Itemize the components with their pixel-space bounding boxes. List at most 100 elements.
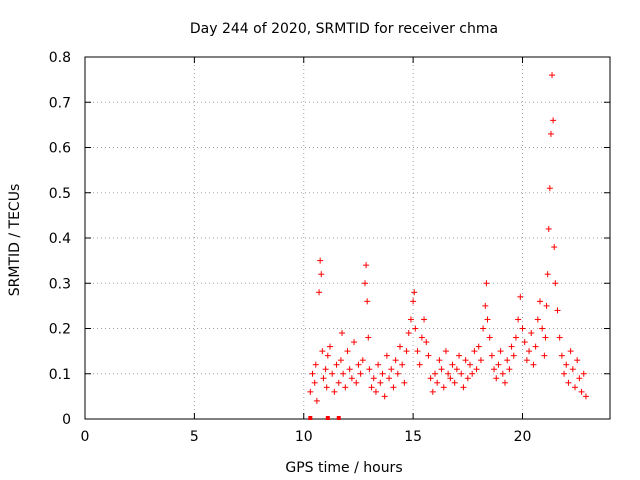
data-point — [323, 384, 330, 391]
data-point — [497, 348, 504, 355]
data-point — [502, 379, 508, 386]
data-point — [578, 388, 585, 395]
data-point — [401, 379, 408, 386]
data-point — [482, 302, 489, 309]
axis-mark — [336, 416, 341, 420]
data-point — [569, 366, 576, 373]
data-point — [572, 384, 578, 391]
data-point — [464, 375, 471, 382]
data-point — [425, 352, 432, 359]
data-point — [440, 384, 447, 391]
data-point — [362, 280, 368, 287]
y-tick-label: 0.2 — [49, 322, 71, 338]
data-point — [403, 348, 410, 355]
data-point — [510, 352, 517, 359]
data-point — [339, 330, 346, 337]
y-tick-label: 0.6 — [49, 141, 71, 157]
data-point — [561, 370, 568, 377]
data-point — [537, 298, 543, 305]
data-point — [313, 397, 320, 404]
data-point — [515, 316, 522, 323]
data-point — [530, 361, 537, 368]
data-point — [491, 366, 498, 373]
data-point — [542, 334, 549, 341]
data-point — [365, 334, 372, 341]
data-point — [460, 384, 467, 391]
x-tick-label: 15 — [404, 429, 422, 445]
x-axis-label: GPS time / hours — [285, 460, 402, 476]
data-point — [407, 316, 414, 323]
data-point — [467, 361, 473, 368]
data-point — [410, 298, 417, 305]
data-point — [427, 375, 434, 382]
data-point — [436, 357, 443, 364]
data-point — [512, 334, 519, 341]
data-point — [309, 370, 316, 377]
data-point — [462, 357, 469, 364]
data-point — [405, 330, 412, 337]
data-point — [473, 366, 480, 373]
x-axis-ticks: 0 5 10 15 20 — [81, 57, 532, 445]
data-point — [368, 384, 375, 391]
data-point — [399, 361, 406, 368]
x-tick-label: 0 — [81, 429, 90, 445]
data-point — [554, 307, 561, 314]
data-point — [521, 339, 528, 346]
data-point — [331, 388, 338, 395]
data-point — [528, 330, 535, 337]
y-tick-label: 0.3 — [49, 276, 71, 292]
data-point — [558, 352, 565, 359]
y-axis-ticks: 0 0.1 0.2 0.3 0.4 0.5 0.6 0.7 0.8 — [49, 50, 610, 428]
x-tick-label: 10 — [295, 429, 313, 445]
data-point — [357, 370, 364, 377]
data-point — [416, 361, 423, 368]
data-point — [565, 379, 572, 386]
data-point — [375, 361, 382, 368]
data-point — [312, 361, 319, 368]
data-point — [477, 357, 484, 364]
data-point — [377, 379, 384, 386]
data-point — [383, 352, 390, 359]
data-point — [532, 343, 539, 350]
data-point — [506, 366, 513, 373]
data-point — [363, 262, 370, 269]
data-point — [576, 375, 583, 382]
data-point — [519, 325, 526, 332]
data-point — [547, 130, 554, 137]
data-point — [556, 334, 563, 341]
data-point — [388, 366, 395, 373]
data-point — [582, 393, 589, 400]
y-tick-label: 0.7 — [49, 95, 71, 111]
data-point — [546, 185, 553, 192]
data-point — [442, 348, 449, 355]
data-point — [392, 357, 399, 364]
data-point — [337, 357, 344, 364]
data-point — [549, 72, 556, 79]
data-point — [453, 366, 460, 373]
data-point — [480, 325, 487, 332]
data-point — [418, 334, 425, 341]
data-point — [319, 348, 326, 355]
data-point — [364, 298, 371, 305]
data-point — [381, 393, 388, 400]
data-point — [390, 384, 397, 391]
data-point — [379, 370, 386, 377]
data-point — [311, 379, 318, 386]
data-point — [333, 361, 340, 368]
data-point — [317, 257, 324, 264]
data-point — [324, 352, 331, 359]
data-point — [423, 339, 430, 346]
y-tick-label: 0.1 — [49, 367, 71, 383]
data-point — [327, 343, 333, 350]
data-point — [543, 302, 550, 309]
data-point — [471, 348, 478, 355]
data-point — [370, 375, 377, 382]
data-point — [411, 289, 418, 296]
data-point — [563, 361, 570, 368]
data-point — [550, 117, 557, 124]
data-point — [469, 370, 476, 377]
data-point — [318, 271, 325, 278]
gridlines — [85, 57, 610, 419]
x-tick-label: 20 — [514, 429, 532, 445]
data-point — [322, 366, 329, 373]
